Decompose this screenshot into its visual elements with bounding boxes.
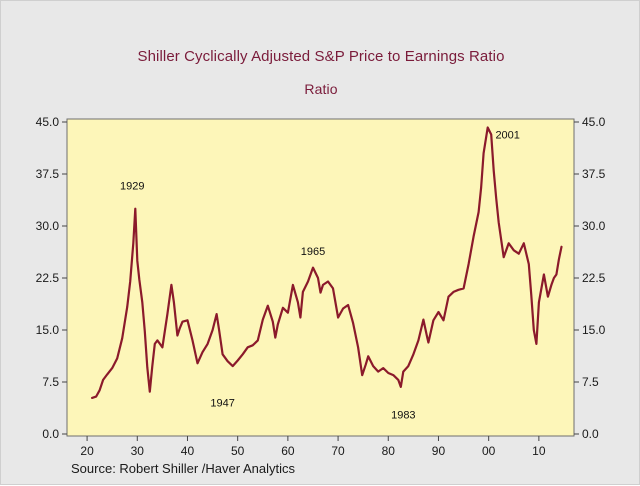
y-tick-label-left: 30.0 (36, 219, 60, 233)
annotation-label: 1983 (391, 410, 415, 422)
chart-subtitle: Ratio (304, 81, 338, 97)
y-tick-label-right: 37.5 (582, 167, 606, 181)
y-tick-label-right: 22.5 (582, 271, 606, 285)
x-tick-label: 70 (331, 444, 345, 458)
x-tick-label: 60 (281, 444, 295, 458)
x-axis: 20 30 40 50 60 70 80 90 00 10 (80, 436, 546, 458)
chart-title: Shiller Cyclically Adjusted S&P Price to… (137, 48, 505, 65)
plot-area (66, 118, 575, 437)
y-tick-label-right: 15.0 (582, 323, 606, 337)
annotation-label: 2001 (495, 130, 519, 142)
series-group (90, 126, 563, 399)
y-tick-label-left: 7.5 (42, 375, 59, 389)
y-axis-left: 0.0 7.5 15.0 22.5 30.0 37.5 45.0 (36, 115, 67, 441)
annotation-label: 1947 (210, 397, 234, 409)
x-tick-label: 00 (482, 444, 496, 458)
series-line (90, 126, 563, 399)
y-tick-label-right: 45.0 (582, 115, 606, 129)
y-tick-label-left: 45.0 (36, 115, 60, 129)
y-tick-label-right: 0.0 (582, 427, 599, 441)
x-tick-label: 10 (532, 444, 546, 458)
source-note: Source: Robert Shiller /Haver Analytics (71, 461, 295, 476)
y-tick-label-left: 37.5 (36, 167, 60, 181)
y-tick-label-left: 15.0 (36, 323, 60, 337)
x-tick-label: 20 (80, 444, 94, 458)
annotations-group: 1929 1947 1965 1983 2001 (120, 130, 520, 422)
y-tick-label-right: 7.5 (582, 375, 599, 389)
x-tick-label: 50 (231, 444, 245, 458)
annotation-label: 1929 (120, 180, 144, 192)
y-tick-label-right: 30.0 (582, 219, 606, 233)
annotation-label: 1965 (301, 246, 325, 258)
x-tick-label: 40 (181, 444, 195, 458)
x-tick-label: 90 (432, 444, 446, 458)
x-tick-label: 80 (382, 444, 396, 458)
y-tick-label-left: 0.0 (42, 427, 59, 441)
x-tick-label: 30 (131, 444, 145, 458)
y-tick-label-left: 22.5 (36, 271, 60, 285)
y-axis-right: 0.0 7.5 15.0 22.5 30.0 37.5 45.0 (574, 115, 606, 441)
